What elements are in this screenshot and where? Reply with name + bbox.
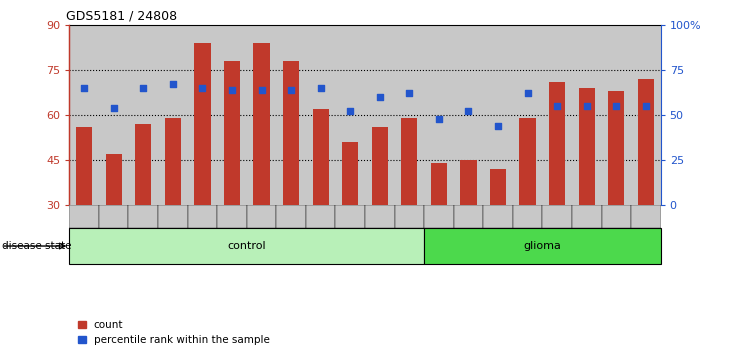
Bar [76, 127, 92, 205]
Text: glioma: glioma [523, 241, 561, 251]
Point [433, 116, 445, 121]
Bar [276, 25, 306, 205]
Bar [247, 205, 276, 228]
Point [581, 103, 593, 109]
Bar [372, 127, 388, 205]
Point [610, 103, 622, 109]
Bar [218, 205, 247, 228]
Bar [602, 25, 631, 205]
Point [374, 94, 385, 100]
Bar [224, 61, 240, 205]
Bar [424, 205, 453, 228]
Bar [135, 124, 151, 205]
Bar [453, 25, 483, 205]
Bar [342, 142, 358, 205]
Bar [365, 25, 394, 205]
Bar [158, 25, 188, 205]
Bar [306, 25, 336, 205]
Point [522, 91, 534, 96]
Text: GDS5181 / 24808: GDS5181 / 24808 [66, 9, 177, 22]
Bar [638, 79, 654, 205]
Bar [106, 154, 122, 205]
Bar [579, 88, 595, 205]
Bar [335, 25, 365, 205]
Bar [483, 25, 512, 205]
Bar [542, 205, 572, 228]
Bar [365, 205, 394, 228]
Bar [572, 205, 602, 228]
Bar [424, 228, 661, 264]
Bar [306, 205, 336, 228]
Bar [520, 118, 536, 205]
Bar [602, 205, 631, 228]
Bar [218, 25, 247, 205]
Bar [608, 91, 624, 205]
Bar [335, 205, 365, 228]
Bar [512, 205, 542, 228]
Point [137, 85, 149, 91]
Bar [69, 205, 99, 228]
Bar [165, 118, 181, 205]
Point [492, 123, 504, 129]
Bar [394, 25, 424, 205]
Bar [431, 163, 447, 205]
Point [108, 105, 120, 111]
Point [196, 85, 208, 91]
Point [78, 85, 90, 91]
Point [255, 87, 267, 93]
Bar [128, 25, 158, 205]
Bar [128, 205, 158, 228]
Bar [402, 118, 418, 205]
Point [226, 87, 238, 93]
Bar [424, 25, 453, 205]
Bar [247, 25, 276, 205]
Point [640, 103, 652, 109]
Bar [158, 205, 188, 228]
Point [285, 87, 297, 93]
Bar [542, 25, 572, 205]
Point [463, 109, 474, 114]
Bar [483, 205, 512, 228]
Bar [69, 25, 99, 205]
Bar [453, 205, 483, 228]
Bar [253, 43, 269, 205]
Bar [512, 25, 542, 205]
Bar [188, 205, 218, 228]
Bar [572, 25, 602, 205]
Bar [188, 25, 218, 205]
Text: disease state: disease state [2, 241, 72, 251]
Legend: count, percentile rank within the sample: count, percentile rank within the sample [78, 320, 269, 345]
Bar [549, 82, 565, 205]
Bar [283, 61, 299, 205]
Point [551, 103, 563, 109]
Bar [394, 205, 424, 228]
Bar [194, 43, 210, 205]
Point [345, 109, 356, 114]
Point [315, 85, 326, 91]
Text: control: control [228, 241, 266, 251]
Point [167, 81, 179, 87]
Bar [631, 205, 661, 228]
Bar [312, 109, 328, 205]
Bar [99, 205, 128, 228]
Bar [69, 228, 424, 264]
Bar [99, 25, 128, 205]
Bar [490, 169, 506, 205]
Bar [461, 160, 477, 205]
Bar [631, 25, 661, 205]
Bar [276, 205, 306, 228]
Point [404, 91, 415, 96]
